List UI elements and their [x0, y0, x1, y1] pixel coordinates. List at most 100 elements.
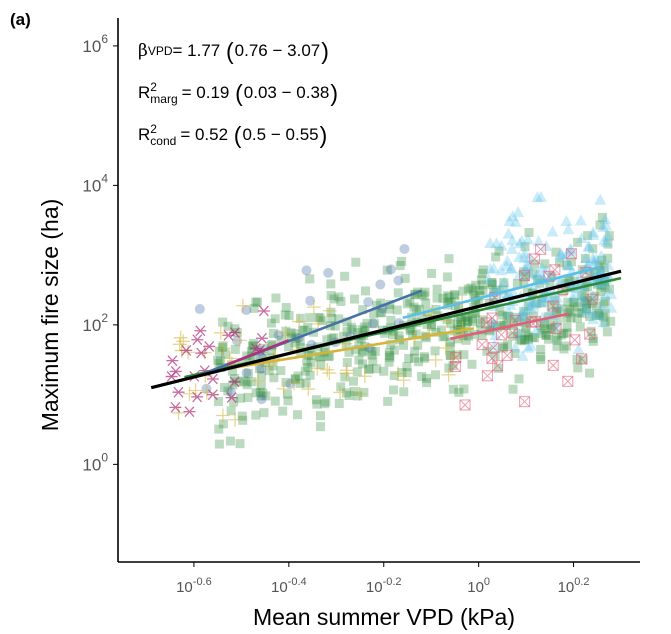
data-point [323, 352, 333, 362]
data-point [543, 312, 553, 322]
data-point [524, 301, 534, 311]
data-point [448, 361, 458, 371]
data-point [228, 327, 241, 339]
data-point [518, 247, 531, 259]
fit-line-group-lightblue [402, 266, 598, 320]
data-point [568, 297, 578, 307]
data-point [299, 325, 309, 335]
data-point [583, 240, 596, 252]
data-point [556, 251, 569, 263]
data-point [354, 337, 364, 347]
data-point [478, 265, 488, 275]
data-point [557, 330, 567, 340]
data-point [290, 375, 300, 385]
data-point [542, 307, 555, 319]
data-point [606, 316, 616, 326]
data-point [340, 271, 350, 281]
data-point [390, 366, 405, 381]
data-point [546, 301, 556, 311]
axes: 10-0.6 10-0.4 10-0.2 100 100.2 100 102 104 106 [82, 18, 640, 596]
data-point [559, 329, 569, 339]
data-point [593, 263, 606, 275]
data-point [467, 314, 477, 324]
data-point [295, 313, 305, 323]
data-point [217, 343, 227, 353]
data-point [276, 381, 291, 396]
data-point [191, 334, 204, 346]
data-point [524, 228, 534, 238]
data-point [598, 234, 611, 246]
data-point [498, 285, 508, 295]
data-point [587, 254, 600, 266]
x-axis-title: Mean summer VPD (kPa) [253, 604, 515, 630]
data-point [467, 359, 477, 369]
data-point [358, 346, 368, 356]
data-point [389, 385, 399, 395]
data-point [195, 347, 208, 359]
data-point [444, 292, 454, 302]
data-point [492, 360, 504, 372]
data-point [484, 262, 497, 274]
data-point [269, 373, 279, 383]
data-point [356, 334, 366, 344]
data-point [369, 309, 379, 319]
data-point [520, 259, 533, 271]
data-point [477, 330, 487, 340]
data-point [443, 291, 453, 301]
data-point [256, 380, 266, 390]
data-point [587, 226, 600, 238]
data-point [550, 296, 560, 306]
data-point [389, 371, 399, 381]
data-point [300, 366, 310, 376]
data-point [326, 307, 336, 317]
y-tick-label: 106 [82, 32, 108, 56]
data-point [247, 377, 257, 387]
data-point [520, 335, 530, 345]
data-point [427, 319, 437, 329]
data-point [573, 302, 583, 312]
data-point [402, 299, 412, 309]
data-point [342, 327, 352, 337]
data-point [599, 263, 609, 273]
data-point [519, 267, 529, 277]
data-point [542, 291, 555, 303]
data-point [442, 315, 452, 325]
data-point [255, 364, 265, 374]
data-point [470, 308, 480, 318]
scatter-group-asterisk [165, 305, 270, 418]
data-point [565, 282, 575, 292]
data-point [527, 299, 540, 311]
data-point [561, 258, 574, 270]
data-point [512, 269, 525, 281]
data-point [267, 339, 277, 349]
data-point [475, 291, 485, 301]
data-point [360, 286, 370, 296]
data-point [482, 346, 492, 356]
data-point [521, 323, 531, 333]
data-point [477, 275, 487, 285]
data-point [506, 242, 519, 254]
data-point [502, 312, 512, 322]
data-point [251, 388, 261, 398]
data-point [386, 340, 396, 350]
data-point [214, 358, 224, 368]
data-point [362, 318, 372, 328]
data-point [538, 289, 548, 299]
data-point [513, 250, 526, 262]
data-point [573, 363, 583, 373]
y-tick-label: 102 [82, 311, 108, 335]
data-point [570, 298, 580, 308]
r2-cond-symbol: R [138, 125, 151, 144]
data-point [529, 253, 541, 265]
data-point [450, 291, 460, 301]
data-point [372, 364, 382, 374]
data-point [352, 386, 367, 401]
data-point [206, 373, 219, 385]
data-point [258, 388, 268, 398]
data-point [574, 214, 587, 226]
data-point [306, 300, 321, 315]
data-point [539, 324, 549, 334]
data-point [432, 293, 442, 303]
data-point [227, 366, 237, 376]
data-point [581, 304, 591, 314]
